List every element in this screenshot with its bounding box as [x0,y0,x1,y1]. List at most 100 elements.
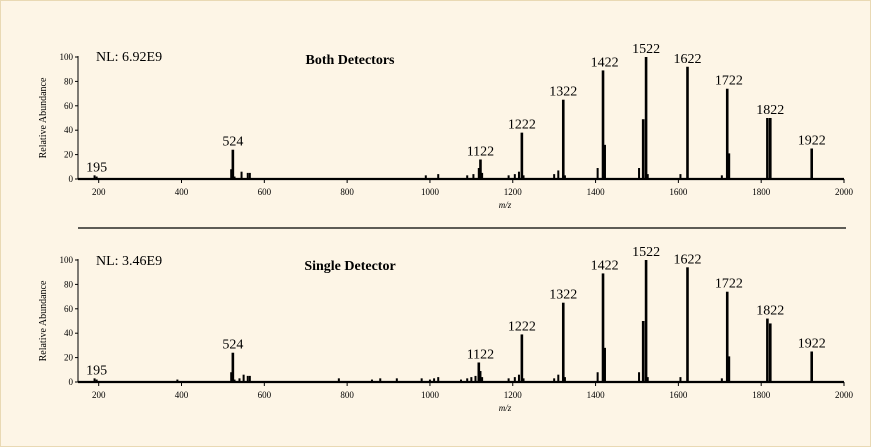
chart-0-peak-bar [246,172,249,179]
chart-1-peak-bar [337,378,340,382]
chart-1-peak-bar [686,267,689,382]
chart-1-peak-bar [428,379,431,382]
chart-0-x-tick-label: 600 [258,187,272,197]
chart-0-y-tick-label: 100 [60,52,74,62]
chart-1-peak-bar [727,356,731,382]
chart-0-peak-bar [603,144,606,179]
chart-0-peak-bar [477,168,480,179]
chart-0-peak-bar [553,174,556,179]
chart-0-y-tick-label: 0 [69,174,74,184]
chart-0-peak-bar [720,175,723,179]
chart-0-peak-bar [725,88,729,179]
chart-0-peak-bar [507,175,510,179]
chart-1-peak-bar [766,318,769,382]
chart-0-peak-bar [479,159,482,179]
chart-1-x-tick-label: 600 [258,390,272,400]
chart-0-x-axis-title: m/z [499,200,512,210]
chart-1-peak-label: 1522 [632,245,660,260]
chart-0-y-tick-label: 40 [64,125,74,135]
chart-1-peak-bar [646,377,649,382]
chart-1-peak-bar [641,321,645,382]
chart-0-x-tick-label: 200 [92,187,106,197]
chart-0-x-tick-label: 1000 [421,187,440,197]
chart-1-peak-bar [522,378,525,382]
chart-0-peak-bar [424,175,427,179]
chart-0-peak-bar [596,168,599,179]
chart-0-peak-label: 1722 [715,74,743,89]
chart-1-peak-bar [481,377,484,382]
chart-1-y-tick-label: 100 [60,255,74,265]
chart-1-peak-label: 1122 [467,347,494,362]
chart-1-peak-bar [474,375,477,382]
chart-0-x-tick-label: 1600 [669,187,688,197]
chart-1-y-axis-title: Relative Abundance [38,280,49,361]
chart-0-peak-bar [93,175,96,179]
chart-0-peak-label: 1622 [673,52,701,67]
chart-1-x-tick-label: 1800 [752,390,771,400]
chart-1-peak-label: 1322 [549,288,577,303]
chart-0-y-tick-label: 20 [64,150,74,160]
chart-0-peak-bar [248,172,251,179]
chart-0-x-tick-label: 1200 [504,187,523,197]
chart-1-peak-bar [720,378,723,382]
chart-0-x-tick-label: 1400 [587,187,606,197]
chart-1-peak-bar [517,374,520,382]
chart-0-peak-bar [233,176,236,179]
chart-1-peak-bar [470,377,473,382]
chart-1-x-tick-label: 1200 [504,390,523,400]
chart-0-peak-label: 524 [222,135,243,150]
chart-0-peak-bar [522,175,525,179]
chart-1-peak-bar [95,379,98,382]
chart-0-peak-bar [601,70,605,179]
chart-1-peak-bar [395,378,398,382]
chart-1-peak-bar [433,378,436,382]
chart-0-nl-annotation: NL: 6.92E9 [96,50,162,65]
chart-0-peak-bar [481,172,484,179]
chart-1-y-tick-label: 20 [64,353,74,363]
chart-1-peak-bar [638,372,641,382]
chart-1-x-tick-label: 400 [175,390,189,400]
chart-0-peak-label: 1822 [756,103,784,118]
chart-1-peak-bar [370,379,373,382]
chart-0-peak-bar [230,169,233,179]
chart-1-peak-label: 1422 [591,258,619,273]
chart-1-y-tick-label: 40 [64,328,74,338]
chart-1-peak-bar [420,378,423,382]
chart-1-peak-bar [603,347,606,382]
chart-0-peak-label: 1422 [591,55,619,70]
chart-1-peak-bar [466,378,469,382]
chart-0-peak-bar [240,171,243,179]
chart-1-peak-bar [596,372,599,382]
chart-1-peak-bar [561,302,565,382]
chart-0-x-tick-label: 400 [175,187,189,197]
chart-1-peak-label: 1722 [715,277,743,292]
chart-1-peak-bar [601,273,605,382]
chart-1-peak-bar [553,378,556,382]
chart-1-peak-bar [230,372,233,382]
chart-1-peak-label: 195 [86,363,107,378]
chart-0-peak-label: 1222 [508,118,536,133]
chart-0-peak-bar [686,66,689,179]
chart-1-x-tick-label: 1000 [421,390,440,400]
chart-1-x-tick-label: 2000 [835,390,854,400]
chart-0-y-axis-title: Relative Abundance [38,77,49,158]
chart-1-peak-bar [231,352,235,382]
chart-1-peak-bar [725,291,729,382]
chart-0-peak-bar [766,118,769,179]
chart-1-peak-bar [557,374,560,382]
chart-1-y-tick-label: 80 [64,279,74,289]
chart-1-peak-bar [238,378,241,382]
chart-0-peak-bar [437,174,440,179]
chart-1-peak-bar [233,379,236,382]
chart-1-peak-bar [644,260,648,382]
chart-1-peak-bar [479,371,482,382]
chart-0-peak-bar [517,171,520,179]
chart-1-peak-bar [810,351,814,382]
chart-0-x-tick-label: 2000 [835,187,854,197]
chart-1-peak-bar [477,362,481,382]
chart-1-peak-bar [437,377,440,382]
chart-0-peak-label: 1522 [632,42,660,57]
chart-0-peak-bar [231,149,235,179]
